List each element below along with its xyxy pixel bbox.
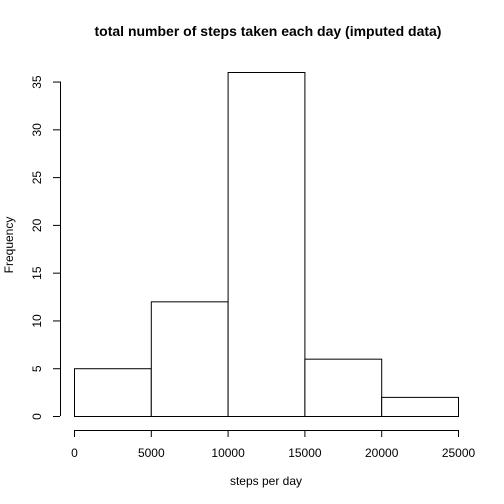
y-tick-label: 5	[30, 365, 44, 372]
histogram-bar-4	[304, 358, 383, 417]
x-tick-label: 10000	[211, 446, 245, 460]
chart-title: total number of steps taken each day (im…	[95, 23, 442, 39]
y-tick-label: 20	[30, 218, 44, 232]
x-axis: 0 5000 10000 15000 20000 25000	[71, 430, 476, 460]
bars-group	[74, 72, 460, 418]
histogram-bar-5	[381, 396, 460, 417]
y-tick-label: 10	[30, 314, 44, 328]
y-tick-label: 15	[30, 266, 44, 280]
histogram-bar-3	[227, 72, 306, 417]
histogram-bar-1	[74, 368, 152, 418]
x-tick-label: 0	[71, 446, 78, 460]
x-tick-label: 5000	[138, 446, 165, 460]
y-axis-label: Frequency	[2, 217, 16, 274]
x-tick-label: 20000	[365, 446, 399, 460]
y-tick-label: 35	[30, 75, 44, 89]
y-axis: 0 5 10 15 20 25 30 35	[30, 75, 61, 420]
y-tick-label: 25	[30, 171, 44, 185]
y-tick-label: 0	[30, 413, 44, 420]
y-tick-label: 30	[30, 123, 44, 137]
x-tick-label: 25000	[442, 446, 476, 460]
x-axis-label: steps per day	[230, 474, 302, 488]
histogram-bar-2	[150, 301, 229, 418]
x-tick-label: 15000	[288, 446, 322, 460]
